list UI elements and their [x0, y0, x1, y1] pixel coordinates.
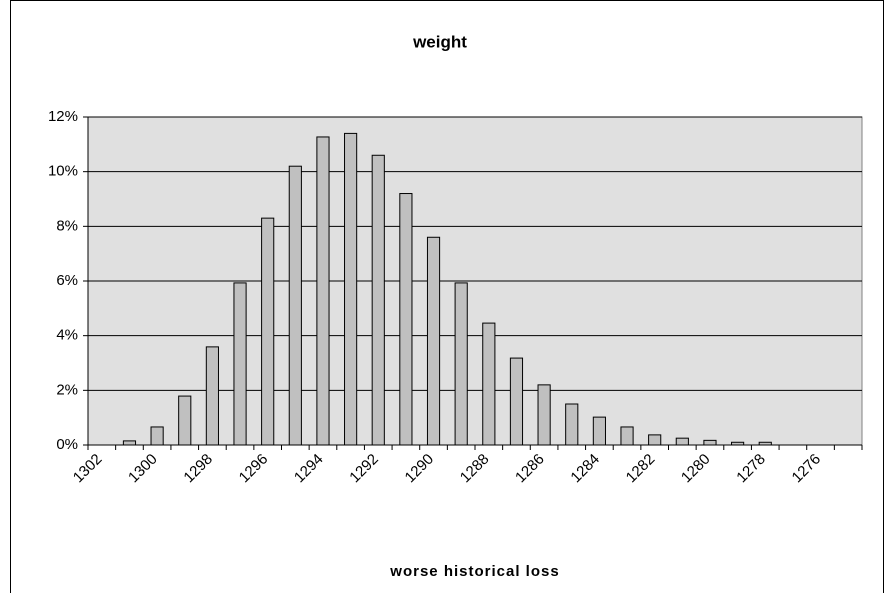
- bar: [454, 282, 468, 446]
- bar: [426, 236, 441, 446]
- bar: [122, 440, 137, 446]
- y-tick-label: 4%: [56, 327, 78, 344]
- bar: [703, 439, 717, 446]
- bar: [537, 384, 551, 446]
- y-tick-label: 0%: [56, 436, 78, 453]
- bar: [233, 282, 247, 446]
- bar: [648, 434, 662, 446]
- bar: [316, 136, 330, 446]
- y-tick-label: 2%: [56, 381, 78, 398]
- y-tick-label: 8%: [56, 217, 78, 234]
- y-tick-label: 10%: [48, 163, 78, 180]
- bar: [288, 165, 302, 446]
- bar: [205, 346, 219, 446]
- bar: [178, 395, 192, 446]
- bar: [371, 154, 385, 446]
- bar: [399, 193, 413, 446]
- y-tick-label: 6%: [56, 272, 78, 289]
- bar: [150, 426, 164, 446]
- x-axis-title: worse historical loss: [389, 563, 559, 580]
- bar: [344, 132, 358, 446]
- chart-title: weight: [412, 32, 467, 51]
- bar: [565, 403, 579, 446]
- bar: [509, 357, 524, 446]
- bar: [592, 416, 606, 446]
- bar: [261, 217, 275, 446]
- y-tick-label: 12%: [48, 108, 78, 125]
- bar: [482, 322, 496, 446]
- bar: [675, 437, 689, 446]
- bar: [620, 426, 634, 446]
